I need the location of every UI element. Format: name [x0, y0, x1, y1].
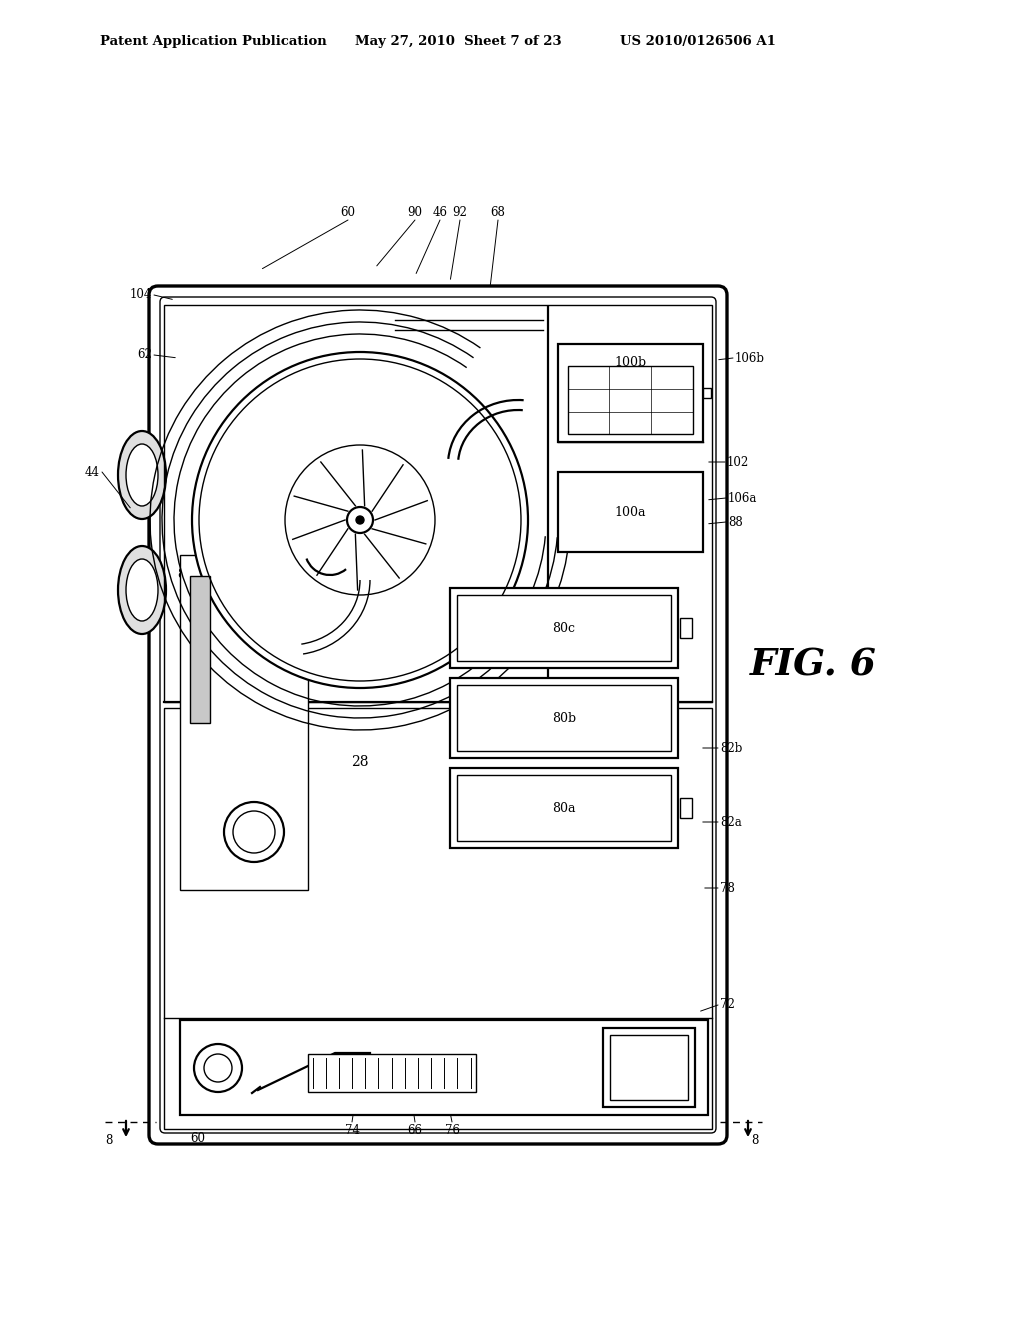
Bar: [450, 678, 678, 758]
Text: 100b: 100b: [614, 355, 646, 368]
Text: 60: 60: [190, 1131, 206, 1144]
Bar: [308, 1053, 476, 1092]
Text: US 2010/0126506 A1: US 2010/0126506 A1: [620, 36, 776, 49]
Text: 106a: 106a: [728, 491, 758, 504]
Text: 72: 72: [720, 998, 735, 1011]
Text: 44: 44: [85, 466, 100, 479]
Text: 106b: 106b: [735, 351, 765, 364]
Bar: [680, 799, 692, 818]
Text: 80a: 80a: [552, 801, 575, 814]
Text: 78: 78: [720, 882, 735, 895]
Text: 74: 74: [344, 1123, 359, 1137]
Bar: [180, 554, 308, 890]
Ellipse shape: [126, 444, 158, 506]
Circle shape: [285, 445, 435, 595]
FancyBboxPatch shape: [150, 286, 727, 1144]
Text: 104: 104: [130, 289, 152, 301]
Bar: [164, 305, 712, 702]
Bar: [680, 618, 692, 638]
Text: 80b: 80b: [552, 711, 577, 725]
Text: 76: 76: [444, 1123, 460, 1137]
Bar: [610, 1035, 688, 1100]
Text: 60: 60: [341, 206, 355, 219]
Text: 92: 92: [453, 206, 467, 219]
Circle shape: [347, 507, 373, 533]
Text: 98: 98: [240, 459, 255, 473]
Text: 70: 70: [676, 1106, 691, 1118]
Text: 102: 102: [727, 455, 750, 469]
Text: 96: 96: [240, 429, 255, 442]
Bar: [190, 576, 210, 723]
Bar: [164, 708, 712, 1129]
Text: 94: 94: [472, 513, 487, 527]
Text: 8: 8: [105, 1134, 113, 1147]
Text: 100a: 100a: [614, 506, 646, 519]
Text: 8: 8: [752, 1134, 759, 1147]
Bar: [457, 775, 671, 841]
Bar: [457, 685, 671, 751]
Bar: [703, 388, 711, 399]
Circle shape: [204, 1053, 232, 1082]
Circle shape: [193, 352, 528, 688]
Bar: [558, 345, 703, 442]
Text: 82a: 82a: [720, 816, 741, 829]
Circle shape: [356, 516, 364, 524]
Bar: [558, 473, 703, 552]
Text: 28: 28: [351, 755, 369, 770]
Bar: [603, 1028, 695, 1107]
Text: 66: 66: [408, 1123, 423, 1137]
Text: 88: 88: [728, 516, 742, 528]
Text: 82b: 82b: [720, 742, 742, 755]
Circle shape: [194, 1044, 242, 1092]
Bar: [450, 768, 678, 847]
Circle shape: [224, 803, 284, 862]
Text: 62: 62: [137, 348, 152, 362]
Text: 90: 90: [408, 206, 423, 219]
Text: May 27, 2010  Sheet 7 of 23: May 27, 2010 Sheet 7 of 23: [355, 36, 561, 49]
Text: 86: 86: [177, 569, 193, 582]
Bar: [457, 595, 671, 661]
Circle shape: [233, 810, 275, 853]
Text: 68: 68: [490, 206, 506, 219]
Ellipse shape: [126, 558, 158, 620]
Bar: [180, 1020, 708, 1115]
Text: Patent Application Publication: Patent Application Publication: [100, 36, 327, 49]
Text: 46: 46: [432, 206, 447, 219]
Text: 80c: 80c: [553, 622, 575, 635]
Ellipse shape: [118, 432, 166, 519]
Ellipse shape: [118, 546, 166, 634]
Text: FIG. 6: FIG. 6: [750, 647, 877, 684]
Bar: [450, 587, 678, 668]
Bar: [568, 366, 693, 434]
